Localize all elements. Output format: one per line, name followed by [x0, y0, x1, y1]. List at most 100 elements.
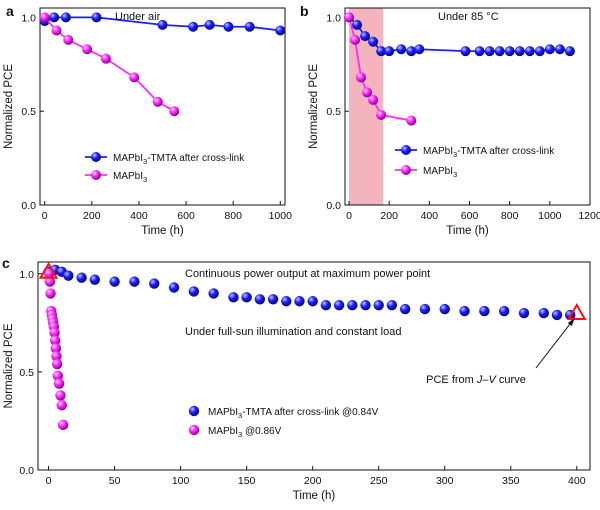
data-point-magenta: [406, 115, 417, 126]
data-point-magenta: [50, 343, 62, 354]
legend-subscript: 3: [453, 150, 457, 159]
panel-b: b 0 200 400 600 800 1000 1200 0.0 0.5 1.0 Time (h) N…: [300, 3, 600, 237]
data-point-blue: [554, 44, 565, 55]
data-point-blue: [360, 31, 371, 42]
data-point-magenta: [82, 44, 93, 55]
legend-subscript: 3: [238, 430, 242, 439]
annotation-illumination: Under full-sun illumination and constant…: [185, 326, 401, 338]
data-point-blue: [396, 44, 407, 55]
legend-marker: [401, 165, 411, 175]
legend-entry-blue: MAPbI3-TMTA after cross-link: [85, 152, 245, 166]
legend-marker: [188, 405, 200, 417]
data-point-magenta: [52, 370, 64, 382]
y-tick-label: 0.5: [19, 367, 34, 379]
data-point-blue: [188, 286, 200, 297]
x-axis-title: Time (h): [141, 225, 184, 237]
x-tick-label: 1000: [538, 210, 562, 222]
data-point-blue: [439, 303, 450, 315]
legend-label: MAPbI3-TMTA after cross-link @0.84V: [208, 407, 379, 420]
data-point-magenta: [49, 327, 60, 338]
legend-main: MAPbI: [113, 171, 143, 182]
legend-label: MAPbI3-TMTA after cross-link: [113, 153, 245, 166]
data-point-blue: [267, 294, 279, 305]
y-tick-label: 1.0: [19, 269, 34, 281]
data-point-blue: [149, 278, 160, 289]
data-point-magenta: [344, 12, 355, 23]
data-point-blue: [384, 46, 395, 57]
x-tick-label: 200: [83, 210, 101, 222]
data-point-blue: [399, 303, 411, 315]
jv-triangle-marker: [567, 303, 587, 321]
data-point-blue: [228, 292, 239, 303]
condition-annotation: Under 85 °C: [438, 11, 499, 23]
data-point-blue: [352, 19, 363, 30]
legend-label: MAPbI3-TMTA after cross-link: [423, 146, 555, 159]
panel-label: b: [300, 3, 309, 19]
panel-c: c 0 50 100 150 200 250 300 350 400 0.0 0.5 1.0 Time (…: [2, 255, 591, 502]
data-point-blue: [484, 46, 495, 57]
data-point-blue: [129, 276, 140, 287]
data-point-blue: [544, 44, 555, 55]
x-tick-label: 250: [370, 475, 388, 487]
data-point-blue: [109, 276, 120, 287]
data-point-blue: [49, 12, 60, 23]
legend-rest: -TMTA after cross-link: [147, 153, 245, 164]
data-point-blue: [498, 305, 510, 317]
x-tick-label: 0: [346, 210, 352, 222]
series-line-magenta: [44, 16, 175, 112]
data-point-blue: [91, 12, 102, 23]
data-point-blue: [63, 270, 74, 281]
jv-label-suffix: curve: [496, 374, 526, 386]
legend-main: MAPbI: [208, 407, 238, 418]
data-point-blue: [534, 46, 545, 57]
data-point-magenta: [368, 94, 379, 105]
x-tick-label: 400: [568, 475, 586, 487]
data-point-magenta: [55, 390, 66, 401]
data-point-blue: [157, 19, 168, 30]
legend-entry-magenta: MAPbI3: [395, 165, 457, 179]
data-point-blue: [414, 44, 425, 55]
y-tick-label: 1.0: [326, 12, 341, 24]
legend-subscript: 3: [238, 411, 242, 420]
legend-entry-magenta: MAPbI3: [85, 170, 147, 184]
x-tick-label: 150: [238, 475, 256, 487]
data-point-magenta: [57, 419, 69, 431]
x-axis-title: Time (h): [446, 225, 489, 237]
legend-subscript: 3: [453, 170, 457, 179]
data-point-blue: [168, 282, 180, 293]
data-point-blue: [254, 294, 266, 305]
legend-marker: [91, 152, 101, 162]
data-point-magenta: [152, 96, 163, 107]
data-point-blue: [373, 299, 384, 311]
jv-callout-line: [535, 318, 575, 369]
jv-label-italic: J–V: [476, 374, 498, 386]
data-point-blue: [208, 288, 219, 299]
x-tick-label: 100: [172, 475, 190, 487]
annotation-mpp: Continuous power output at maximum power…: [185, 268, 430, 280]
x-tick-label: 800: [224, 210, 242, 222]
legend-label: MAPbI3: [423, 166, 457, 179]
data-point-magenta: [350, 34, 361, 45]
x-tick-label: 0: [42, 210, 48, 222]
data-point-magenta: [129, 72, 140, 83]
data-point-magenta: [362, 87, 373, 98]
x-tick-label: 50: [109, 475, 121, 487]
panel-a: a 0 200 400 600 800 1000 0.0 0.5 1.0 Time (h) Norma…: [3, 3, 292, 237]
plot-frame: [344, 7, 591, 206]
panel-label: a: [6, 3, 14, 19]
legend-label: MAPbI3: [113, 171, 147, 184]
data-point-blue: [474, 46, 485, 57]
data-point-blue: [76, 272, 87, 283]
data-point-blue: [460, 46, 471, 57]
legend-marker: [91, 170, 101, 180]
x-tick-label: 600: [461, 210, 479, 222]
y-tick-label: 0.5: [326, 106, 341, 118]
data-point-blue: [360, 299, 371, 311]
data-point-blue: [538, 307, 549, 319]
data-point-magenta: [53, 378, 65, 389]
y-tick-label: 0.0: [326, 200, 341, 212]
data-point-blue: [333, 299, 345, 311]
x-tick-label: 800: [501, 210, 519, 222]
data-point-blue: [376, 46, 387, 57]
